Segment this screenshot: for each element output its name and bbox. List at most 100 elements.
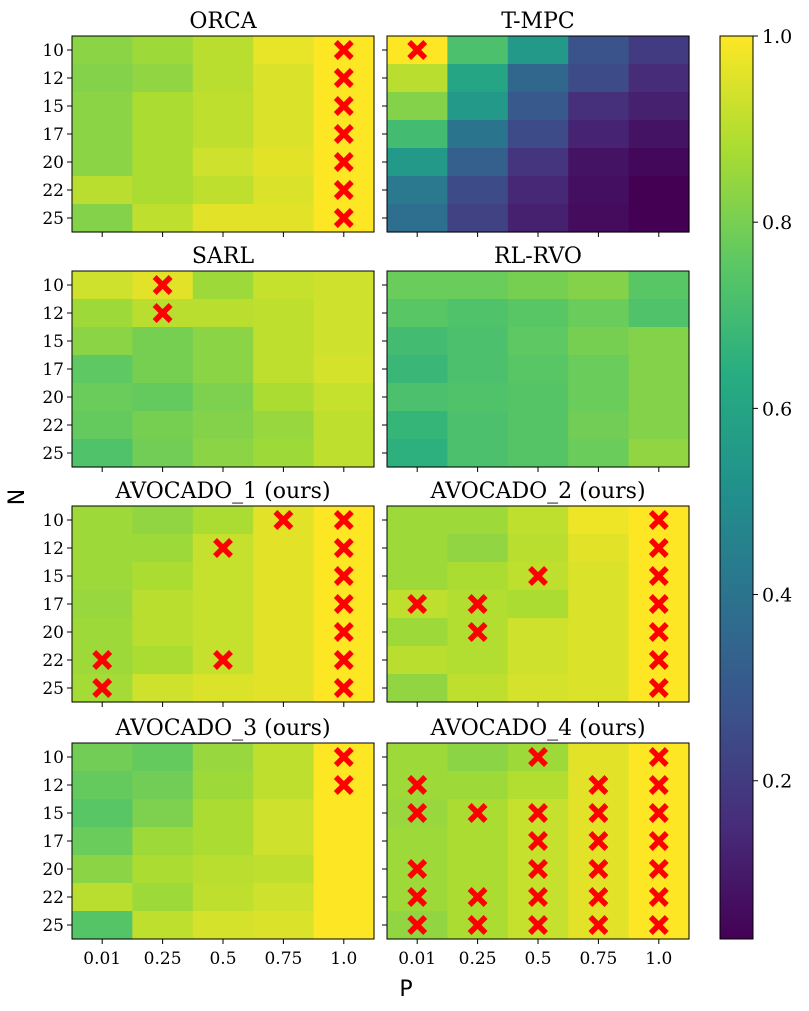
failure-marker (588, 803, 609, 823)
panel-3: SARL 10 12 15 17 20 22 25 (42, 244, 375, 472)
failure-marker (333, 538, 354, 558)
heatmap-cell (387, 674, 448, 703)
heatmap-cell (387, 176, 448, 205)
heatmap-cell (568, 355, 630, 384)
heatmap-cell (628, 327, 690, 356)
heatmap-cell (568, 148, 630, 177)
failure-marker (588, 887, 609, 907)
heatmap-cell (387, 327, 448, 356)
y-tick-label: 17 (42, 360, 64, 380)
failure-marker (648, 887, 669, 907)
panel-title: RL-RVO (494, 244, 582, 269)
y-tick-label: 20 (42, 623, 64, 643)
failure-marker (407, 594, 428, 614)
heatmap-cell (387, 562, 448, 591)
y-tick-label: 25 (42, 679, 64, 699)
failure-marker (152, 303, 173, 323)
heatmap-cell (253, 355, 315, 384)
failure-marker (528, 915, 548, 935)
heatmap-cell (628, 176, 690, 205)
heatmap-cell (132, 148, 194, 177)
heatmap-cell (253, 590, 315, 619)
y-tick-label: 15 (42, 97, 64, 117)
x-tick-label: 1.0 (330, 949, 357, 969)
heatmap-cell (253, 204, 315, 233)
heatmap-cell (72, 176, 133, 205)
failure-marker (528, 887, 548, 907)
y-tick-label: 10 (42, 276, 64, 296)
heatmap-cell (568, 299, 630, 328)
heatmap-cell (628, 355, 690, 384)
failure-marker (333, 775, 354, 795)
y-tick-label: 20 (42, 388, 64, 408)
heatmap-cell (447, 327, 509, 356)
y-tick-label: 17 (42, 125, 64, 145)
failure-marker (648, 678, 669, 698)
heatmap-cell (192, 120, 254, 149)
heatmap-cell (447, 827, 509, 856)
colorbar-tick-label: 0.4 (762, 585, 792, 607)
y-tick-label: 22 (42, 416, 64, 436)
heatmap-cell (313, 799, 375, 828)
panel-7: AVOCADO_3 (ours) 0.01 0.25 0.5 0.75 1.0 10 12 15… (42, 716, 375, 969)
heatmap-cell (387, 271, 448, 300)
panel-2: T-MPC (382, 9, 690, 237)
x-tick-label: 0.01 (398, 949, 436, 969)
heatmap-cell (192, 827, 254, 856)
heatmap-cell (253, 618, 315, 647)
heatmap-cell (253, 148, 315, 177)
failure-marker (333, 152, 354, 172)
heatmap-cell (313, 827, 375, 856)
colorbar-frame (719, 35, 754, 940)
heatmap-cell (192, 383, 254, 412)
heatmap-cell (313, 883, 375, 912)
heatmap-cell (253, 883, 315, 912)
failure-marker (333, 208, 354, 228)
heatmap-cell (253, 646, 315, 675)
heatmap-cell (192, 299, 254, 328)
heatmap-cell (447, 411, 509, 440)
failure-marker (528, 803, 548, 823)
y-tick-label: 10 (42, 748, 64, 768)
heatmap-cell (507, 674, 569, 703)
heatmap-cell (387, 355, 448, 384)
heatmap-cell (387, 411, 448, 440)
failure-marker (407, 859, 428, 879)
failure-marker (648, 747, 669, 767)
heatmap-cell (447, 383, 509, 412)
heatmap-cell (507, 299, 569, 328)
heatmap-cell (387, 148, 448, 177)
heatmap-cell (72, 204, 133, 233)
panel-title: AVOCADO_2 (ours) (429, 479, 645, 504)
heatmap-cell (568, 562, 630, 591)
heatmap-cell (192, 204, 254, 233)
colorbar-tick-label: 0.2 (762, 771, 792, 793)
heatmap-cell (132, 64, 194, 93)
heatmap-cell (387, 506, 448, 535)
heatmap-cell (568, 411, 630, 440)
heatmap-cell (253, 827, 315, 856)
failure-marker (333, 40, 354, 60)
heatmap-cell (132, 674, 194, 703)
heatmap-cell (253, 771, 315, 800)
heatmap-cell (253, 439, 315, 468)
x-tick-label: 0.01 (83, 949, 121, 969)
colorbar-tick-label: 0.6 (762, 398, 792, 420)
failure-marker (588, 831, 609, 851)
heatmap-cell (253, 327, 315, 356)
heatmap-cell (132, 618, 194, 647)
failure-marker (407, 803, 428, 823)
heatmap-cell (628, 148, 690, 177)
failure-marker (92, 678, 113, 698)
heatmap-cell (507, 36, 569, 65)
heatmap-cell (72, 271, 133, 300)
heatmap-cell (72, 92, 133, 121)
heatmap-cell (253, 674, 315, 703)
x-tick-label: 0.25 (144, 949, 182, 969)
failure-marker (648, 803, 669, 823)
heatmap-cell (253, 562, 315, 591)
heatmap-cell (192, 92, 254, 121)
failure-marker (648, 859, 669, 879)
failure-marker (588, 915, 609, 935)
